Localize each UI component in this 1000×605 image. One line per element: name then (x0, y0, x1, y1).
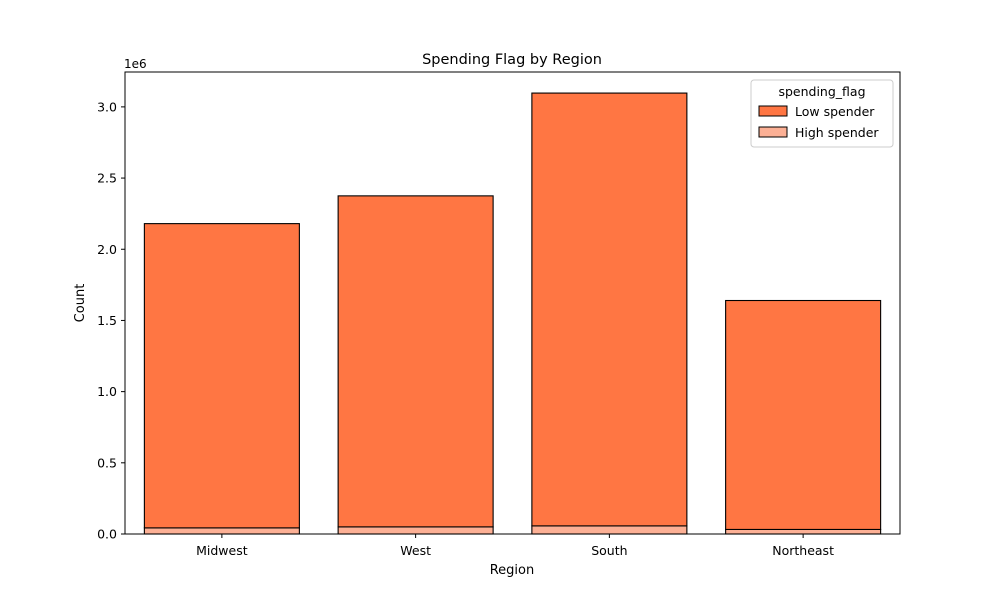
legend-swatch (759, 127, 787, 137)
legend-label: Low spender (795, 104, 875, 119)
y-tick-label: 0.5 (97, 455, 117, 470)
y-tick-label: 1.5 (97, 313, 117, 328)
bar-high-spender-south (532, 526, 687, 534)
legend-title: spending_flag (778, 84, 865, 99)
y-tick-label: 1.0 (97, 384, 117, 399)
legend-swatch (759, 106, 787, 116)
bar-low-spender-west (338, 196, 493, 527)
chart-title: Spending Flag by Region (422, 52, 602, 68)
x-tick-label: West (400, 543, 431, 558)
x-tick-label: Midwest (196, 543, 248, 558)
legend-label: High spender (795, 125, 879, 140)
bar-low-spender-northeast (726, 301, 881, 530)
y-tick-label: 3.0 (97, 99, 117, 114)
x-axis-label: Region (490, 563, 535, 578)
bar-low-spender-south (532, 93, 687, 526)
bar-high-spender-midwest (144, 528, 299, 534)
y-axis-label: Count (73, 284, 88, 323)
bar-high-spender-west (338, 527, 493, 534)
x-tick-label: South (591, 543, 627, 558)
bar-high-spender-northeast (726, 529, 881, 534)
y-tick-label: 2.5 (97, 171, 117, 186)
x-tick-label: Northeast (772, 543, 834, 558)
y-axis-offset-label: 1e6 (124, 57, 147, 71)
bar-low-spender-midwest (144, 224, 299, 528)
legend: spending_flag Low spender High spender (751, 80, 893, 147)
y-tick-label: 0.0 (97, 527, 117, 542)
y-tick-label: 2.0 (97, 242, 117, 257)
